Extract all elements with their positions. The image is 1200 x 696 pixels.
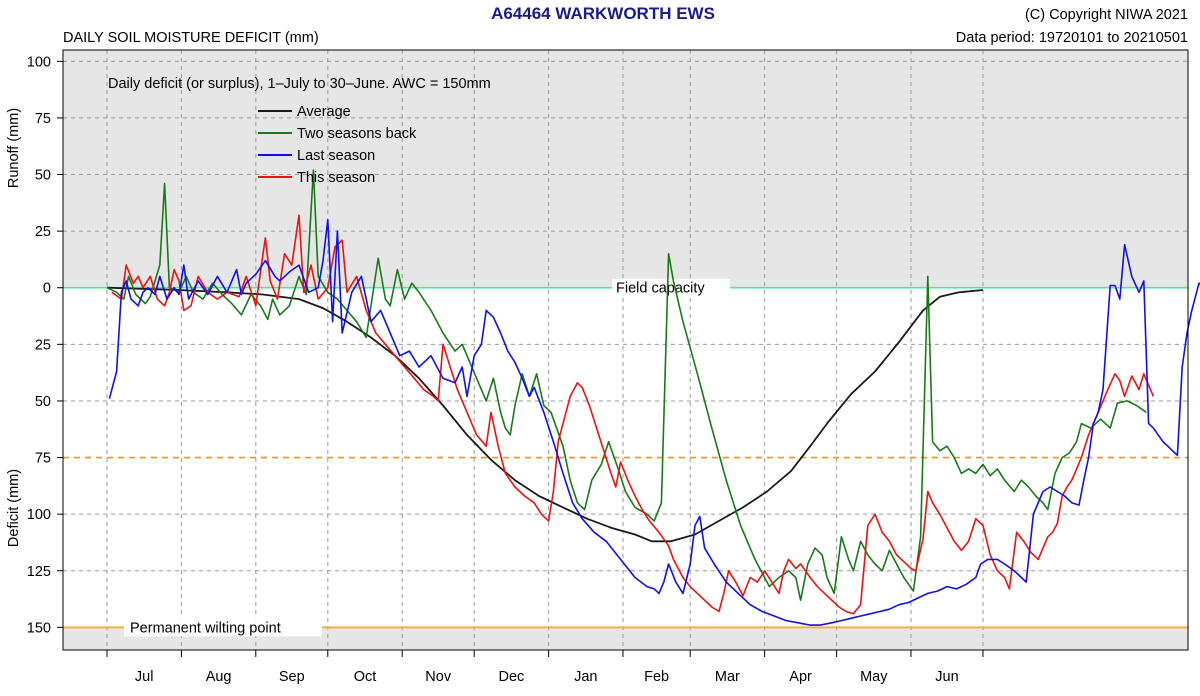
y-tick-label: 0 (43, 281, 51, 297)
x-axis: Jul Aug Sep Oct Nov Dec Jan Feb Mar Apr May Jun (106, 650, 984, 685)
legend: Average Two seasons back Last season This s… (258, 104, 417, 186)
x-tick-label: Nov (425, 669, 452, 685)
series-lines (106, 169, 1200, 626)
x-tick-label: Apr (789, 669, 812, 685)
copyright-text: (C) Copyright NIWA 2021 (1025, 7, 1188, 23)
x-tick-label: Jan (574, 669, 597, 685)
x-tick-label: Feb (644, 669, 669, 685)
runoff-axis-label: Runoff (mm) (6, 108, 22, 188)
field-capacity-label: Field capacity (616, 281, 705, 297)
y-tick-label: 75 (35, 111, 51, 127)
field-capacity-label-bg (612, 278, 730, 297)
y-tick-label: 50 (35, 394, 51, 410)
y-axis: 100 75 50 25 0 25 50 75 100 125 150 (27, 54, 63, 636)
series-line-last-season (108, 219, 1200, 626)
y-tick-label: 25 (35, 224, 51, 240)
y-tick-label: 100 (27, 507, 51, 523)
y-tick-label: 100 (27, 54, 51, 70)
x-tick-label: Sep (279, 669, 305, 685)
gridlines (63, 50, 1188, 650)
series-line-average (106, 286, 984, 543)
wilting-point-label: Permanent wilting point (130, 620, 281, 636)
x-tick-label: Jun (935, 669, 958, 685)
reference-lines: Field capacity Permanent wilting point (63, 278, 1188, 637)
runoff-region-background (63, 50, 1188, 288)
x-tick-label: Jul (135, 669, 154, 685)
chart-left-title: DAILY SOIL MOISTURE DEFICIT (mm) (63, 30, 319, 46)
x-tick-label: Mar (715, 669, 740, 685)
x-tick-label: Oct (354, 669, 377, 685)
series-line-this-season (111, 214, 1155, 615)
legend-label-average: Average (297, 104, 351, 120)
legend-label-this-season: This season (297, 170, 375, 186)
x-tick-label: Dec (499, 669, 525, 685)
wilting-region-background (63, 627, 1188, 650)
awc-note: Daily deficit (or surplus), 1–July to 30… (108, 76, 491, 92)
x-tick-label: May (860, 669, 888, 685)
y-tick-label: 75 (35, 451, 51, 467)
plot-frame (62, 49, 1189, 651)
y-tick-label: 25 (35, 337, 51, 353)
y-tick-label: 125 (27, 564, 51, 580)
data-period-text: Data period: 19720101 to 20210501 (956, 30, 1188, 46)
legend-label-two-seasons-back: Two seasons back (297, 126, 417, 142)
series-line-two-seasons-back (106, 169, 1147, 602)
y-tick-label: 50 (35, 168, 51, 184)
y-tick-label: 150 (27, 620, 51, 636)
deficit-axis-label: Deficit (mm) (6, 469, 22, 547)
legend-label-last-season: Last season (297, 148, 375, 164)
x-tick-label: Aug (206, 669, 232, 685)
chart-title: A64464 WARKWORTH EWS (491, 4, 715, 23)
wilting-point-label-bg (124, 618, 322, 637)
